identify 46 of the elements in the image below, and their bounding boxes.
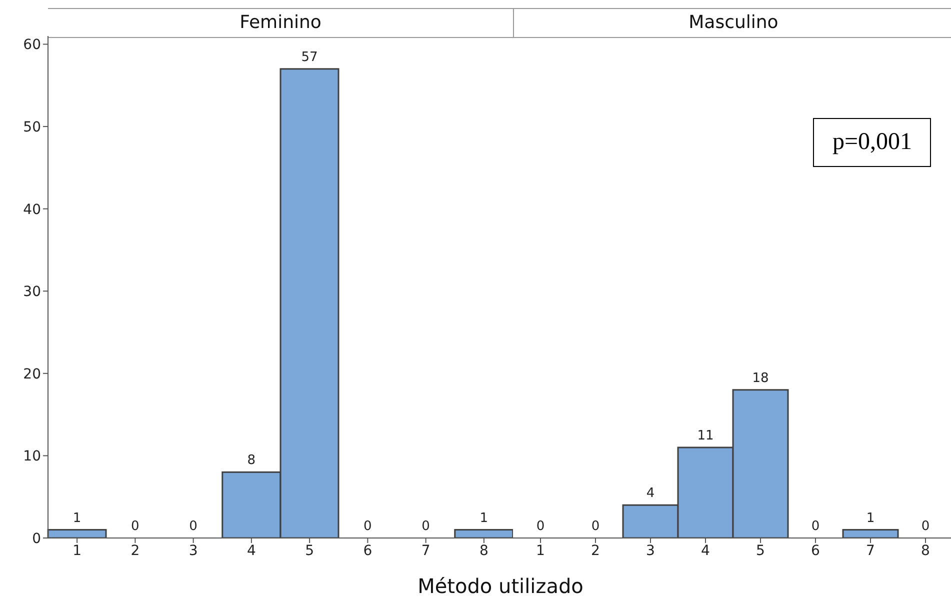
y-tick-label: 40 [23, 202, 41, 218]
data-label: 0 [189, 519, 198, 534]
x-tick-label: 1 [536, 542, 545, 559]
data-label: 0 [811, 519, 820, 534]
x-tick-label: 6 [811, 542, 820, 559]
data-label: 1 [72, 510, 82, 526]
x-tick-label: 3 [646, 542, 655, 559]
data-label: 0 [130, 519, 140, 534]
data-label: 18 [752, 370, 769, 386]
data-label: 1 [480, 510, 488, 526]
x-tick-label: 2 [130, 542, 140, 559]
x-axis-title: Método utilizado [416, 574, 584, 598]
y-tick-label: 20 [23, 366, 41, 382]
y-tick-label: 10 [23, 448, 41, 465]
panel-header-strip: Masculino [513, 8, 951, 38]
x-tick-label: 4 [701, 542, 710, 559]
data-label: 4 [646, 486, 655, 502]
y-tick-label: 50 [23, 119, 41, 136]
x-tick-label: 6 [363, 542, 372, 559]
bar [842, 529, 899, 538]
x-tick-label: 8 [479, 542, 488, 559]
x-tick-label: 4 [246, 542, 256, 559]
x-tick-label: 2 [591, 542, 600, 559]
x-tick-label: 1 [72, 542, 82, 559]
data-label: 1 [866, 510, 875, 526]
y-tick-label: 0 [32, 530, 41, 547]
x-tick-label: 7 [866, 542, 875, 559]
y-tick-label: 60 [23, 37, 41, 54]
x-tick-label: 8 [921, 542, 930, 559]
data-label: 0 [536, 519, 545, 534]
data-label: 0 [363, 519, 372, 534]
annotation: p=0,001 [813, 118, 931, 167]
panel-header-strip: Feminino [48, 8, 513, 38]
x-tick-label: 3 [188, 542, 198, 559]
x-tick-label: 5 [305, 542, 314, 559]
x-tick-label: 7 [421, 542, 430, 559]
bar [47, 529, 107, 538]
data-label: 0 [921, 519, 930, 534]
x-tick-label: 5 [756, 542, 765, 559]
y-tick-label: 30 [23, 284, 41, 300]
data-label: 57 [301, 50, 318, 65]
data-label: 11 [697, 428, 714, 444]
data-label: 0 [422, 519, 430, 534]
data-label: 0 [591, 519, 600, 534]
bar [454, 529, 513, 538]
data-label: 8 [247, 453, 256, 468]
